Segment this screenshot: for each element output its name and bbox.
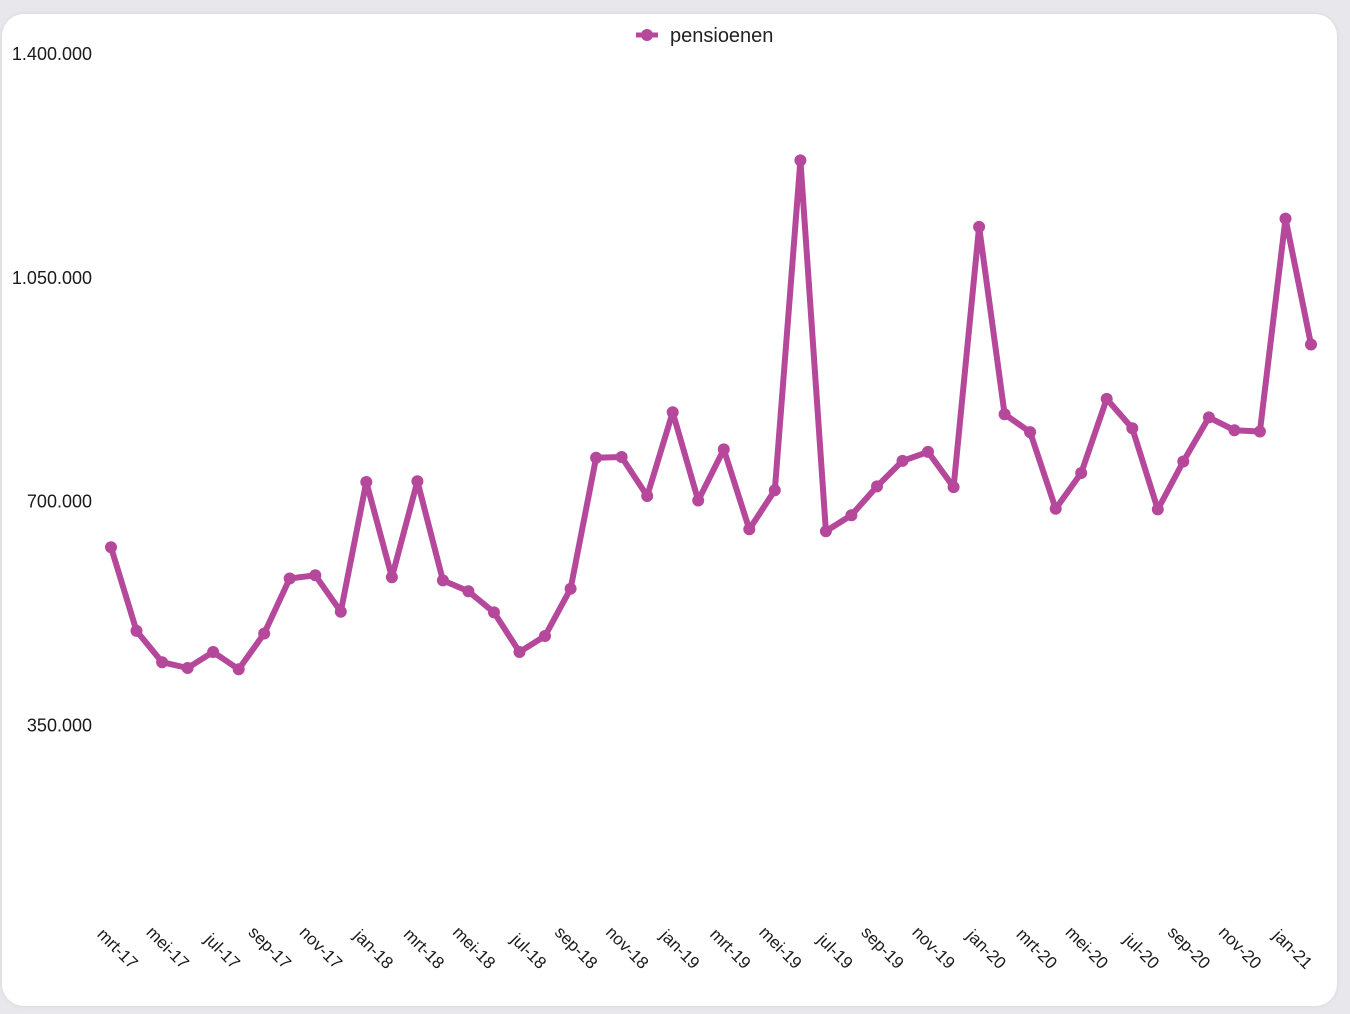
data-point[interactable] [692, 494, 705, 507]
data-point[interactable] [1177, 455, 1190, 468]
data-point[interactable] [513, 646, 526, 658]
series-line [108, 157, 1314, 673]
x-tick-label: jan-20 [962, 925, 1010, 973]
data-point[interactable] [1049, 502, 1062, 515]
y-axis: 350.000 700.000 1.050.000 1.400.000 [12, 44, 92, 735]
data-point[interactable] [1100, 392, 1113, 405]
data-point[interactable] [488, 606, 500, 619]
data-point[interactable] [436, 574, 449, 587]
data-point[interactable] [615, 451, 628, 463]
data-point[interactable] [1253, 425, 1266, 438]
data-point[interactable] [105, 541, 117, 554]
legend-swatch-marker [641, 29, 653, 41]
chart-card [2, 14, 1337, 1006]
x-tick-label: sep-20 [1164, 923, 1214, 973]
data-point[interactable] [411, 475, 424, 488]
series-pensioenen [105, 154, 1317, 676]
y-tick-label: 1.050.000 [12, 268, 92, 288]
x-tick-label: nov-17 [296, 923, 346, 973]
data-point[interactable] [385, 571, 398, 584]
data-point[interactable] [258, 627, 271, 640]
x-tick-label: jan-18 [349, 925, 397, 973]
x-tick-label: mei-20 [1062, 923, 1112, 973]
x-tick-label: mrt-20 [1013, 925, 1061, 973]
data-point[interactable] [232, 663, 245, 676]
data-point[interactable] [947, 481, 960, 494]
data-point[interactable] [283, 572, 296, 585]
x-tick-label: jan-21 [1269, 925, 1317, 973]
x-tick-label: mei-19 [755, 923, 805, 973]
data-point[interactable] [1075, 467, 1088, 479]
x-tick-label: mei-18 [449, 923, 499, 973]
data-point[interactable] [590, 451, 603, 464]
x-tick-label: mei-17 [142, 923, 192, 973]
data-point[interactable] [819, 525, 832, 538]
data-point[interactable] [666, 406, 679, 419]
data-point[interactable] [334, 605, 347, 618]
data-point[interactable] [156, 656, 169, 669]
data-point[interactable] [871, 480, 883, 493]
x-tick-label: nov-19 [908, 923, 958, 973]
data-point[interactable] [1024, 426, 1037, 439]
data-point[interactable] [130, 624, 143, 637]
data-point[interactable] [462, 585, 475, 598]
data-point[interactable] [1126, 422, 1139, 435]
x-tick-label: mrt-17 [93, 925, 141, 973]
legend[interactable]: pensioenen [636, 25, 773, 47]
data-point[interactable] [973, 220, 986, 233]
x-tick-label: nov-20 [1215, 923, 1265, 973]
x-tick-label: jul-18 [507, 929, 551, 973]
data-point[interactable] [845, 509, 858, 522]
x-tick-label: sep-18 [551, 923, 601, 973]
x-tick-label: jul-19 [813, 929, 857, 973]
x-tick-label: sep-19 [857, 923, 907, 973]
y-tick-label: 1.400.000 [12, 44, 92, 64]
data-point[interactable] [794, 154, 807, 167]
legend-label: pensioenen [670, 25, 773, 47]
data-point[interactable] [1202, 411, 1215, 424]
data-point[interactable] [1279, 212, 1292, 225]
data-point[interactable] [539, 630, 551, 642]
data-point[interactable] [309, 569, 322, 582]
data-point[interactable] [922, 445, 934, 458]
data-point[interactable] [998, 408, 1011, 421]
x-tick-label: jan-19 [656, 925, 704, 973]
x-tick-label: jul-17 [200, 929, 244, 973]
x-tick-label: mrt-18 [400, 925, 448, 973]
data-point[interactable] [1151, 503, 1164, 516]
y-tick-label: 700.000 [27, 492, 92, 512]
data-point[interactable] [1305, 338, 1317, 351]
y-tick-label: 350.000 [27, 715, 92, 735]
data-point[interactable] [564, 582, 577, 595]
data-point[interactable] [1228, 424, 1241, 437]
data-point[interactable] [768, 484, 781, 497]
x-axis: mrt-17 mei-17 jul-17 sep-17 nov-17 jan-18 mrt-… [93, 923, 1316, 973]
data-point[interactable] [641, 490, 654, 502]
x-tick-label: jul-20 [1119, 929, 1163, 973]
data-point[interactable] [207, 646, 220, 658]
data-point[interactable] [896, 454, 909, 467]
data-point[interactable] [181, 662, 194, 674]
data-point[interactable] [717, 443, 730, 456]
data-point[interactable] [360, 476, 373, 488]
x-tick-label: mrt-19 [706, 925, 754, 973]
x-tick-label: nov-18 [602, 923, 652, 973]
x-tick-label: sep-17 [245, 923, 295, 973]
data-point[interactable] [743, 523, 756, 536]
